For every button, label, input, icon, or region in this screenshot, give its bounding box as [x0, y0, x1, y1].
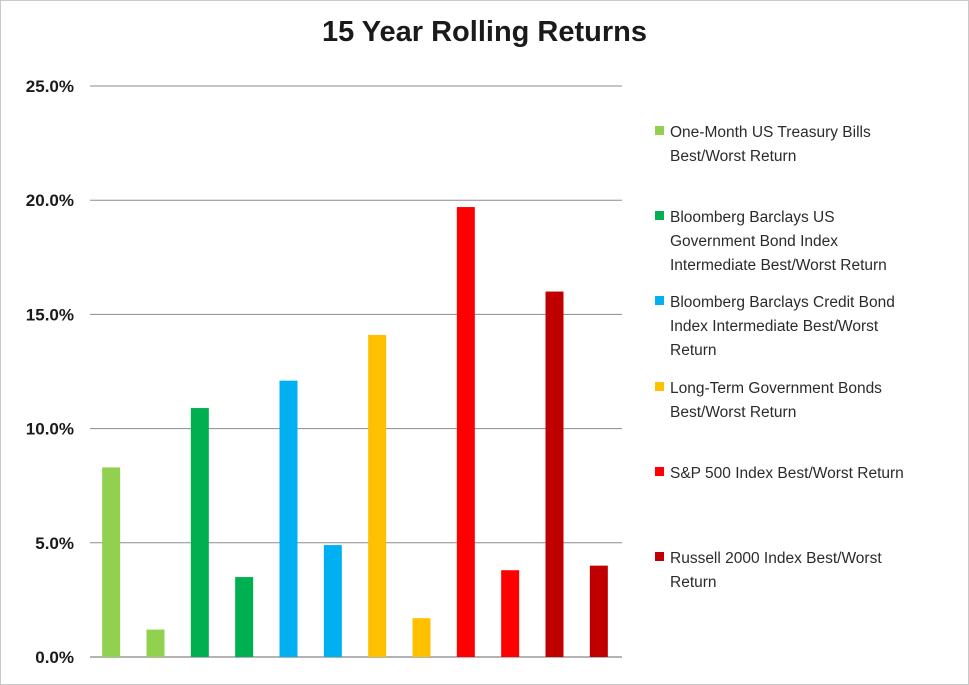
bar — [190, 408, 209, 657]
bar — [279, 380, 298, 657]
legend-item: Bloomberg Barclays US Government Bond Ind… — [655, 206, 955, 278]
legend-swatch — [655, 467, 664, 476]
legend-label: S&P 500 Index Best/Worst Return — [670, 462, 904, 486]
legend-label-line: One-Month US Treasury Bills — [670, 124, 871, 141]
legend-swatch — [655, 552, 664, 561]
legend-label-line: Bloomberg Barclays Credit Bond — [670, 294, 895, 311]
bar — [501, 570, 520, 657]
legend-item: Russell 2000 Index Best/Worst Return — [655, 547, 955, 595]
y-tick-label: 25.0% — [26, 77, 74, 96]
bar — [589, 565, 608, 657]
y-tick-label: 0.0% — [35, 648, 74, 667]
legend-label-line: Best/Worst Return — [670, 404, 797, 421]
bar — [146, 629, 165, 657]
legend-label-line: Return — [670, 342, 717, 359]
bar — [102, 467, 121, 657]
legend-label-line: Index Intermediate Best/Worst — [670, 318, 879, 335]
bar — [412, 618, 431, 657]
legend-item: Long-Term Government Bonds Best/Worst Ret… — [655, 377, 955, 425]
legend-item: Bloomberg Barclays Credit Bond Index Inte… — [655, 291, 955, 363]
legend-item: S&P 500 Index Best/Worst Return — [655, 462, 955, 486]
legend-label: Long-Term Government Bonds Best/Worst Ret… — [670, 377, 882, 425]
y-tick-label: 5.0% — [35, 534, 74, 553]
legend-label-line: S&P 500 Index Best/Worst Return — [670, 465, 904, 482]
legend-item: One-Month US Treasury Bills Best/Worst Re… — [655, 121, 955, 169]
legend-label: Bloomberg Barclays Credit Bond Index Inte… — [670, 291, 895, 363]
legend-swatch — [655, 296, 664, 305]
bar — [235, 577, 254, 657]
legend-label-line: Bloomberg Barclays US — [670, 209, 835, 226]
bar — [456, 207, 475, 657]
y-tick-label: 20.0% — [26, 191, 74, 210]
y-tick-label: 15.0% — [26, 305, 74, 324]
legend-label: Russell 2000 Index Best/Worst Return — [670, 547, 882, 595]
bar — [545, 291, 564, 657]
legend-swatch — [655, 382, 664, 391]
legend-label-line: Government Bond Index — [670, 233, 839, 250]
legend-label-line: Russell 2000 Index Best/Worst — [670, 550, 882, 567]
legend-label: One-Month US Treasury Bills Best/Worst Re… — [670, 121, 871, 169]
legend-label: Bloomberg Barclays US Government Bond Ind… — [670, 206, 887, 278]
legend-label-line: Intermediate Best/Worst Return — [670, 257, 887, 274]
bar — [323, 545, 342, 657]
bar — [368, 334, 387, 657]
legend-label-line: Best/Worst Return — [670, 148, 797, 165]
legend-swatch — [655, 211, 664, 220]
chart-title: 15 Year Rolling Returns — [321, 16, 648, 48]
legend-label-line: Long-Term Government Bonds — [670, 380, 882, 397]
legend-swatch — [655, 126, 664, 135]
legend-label-line: Return — [670, 574, 717, 591]
y-tick-label: 10.0% — [26, 420, 74, 439]
